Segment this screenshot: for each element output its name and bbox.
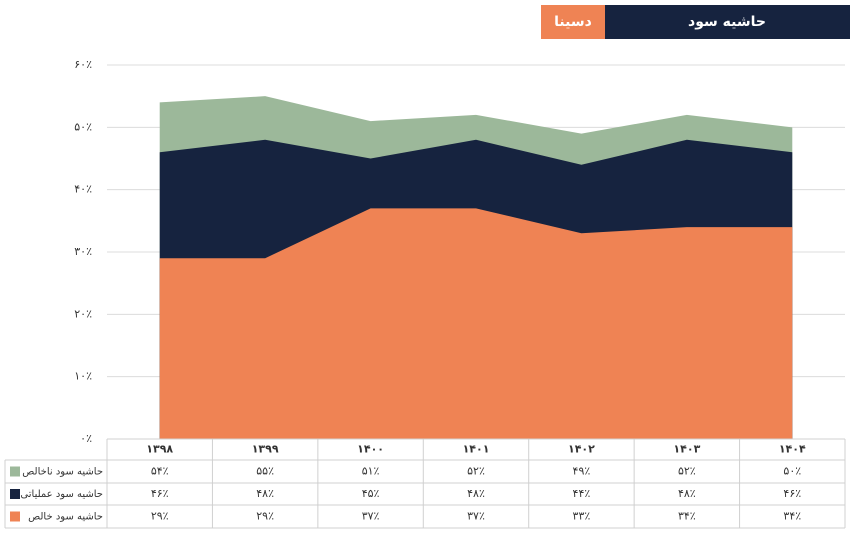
value-label: ۳۷٪ — [362, 510, 380, 523]
legend-label: حاشیه سود ناخالص — [22, 467, 103, 478]
y-tick-label: ۰٪ — [80, 432, 92, 445]
value-label: ۲۹٪ — [256, 510, 274, 523]
legend-swatch — [10, 466, 20, 477]
value-label: ۵۵٪ — [256, 465, 274, 478]
chart-subtitle: دسینا — [554, 14, 592, 30]
value-label: ۳۷٪ — [467, 510, 485, 523]
value-label: ۴۸٪ — [256, 487, 274, 500]
value-label: ۴۶٪ — [151, 487, 169, 500]
x-tick-label: ۱۴۰۳ — [673, 443, 700, 456]
x-tick-label: ۱۴۰۴ — [779, 443, 806, 456]
legend-swatch — [10, 489, 20, 499]
legend-swatch — [10, 511, 20, 522]
value-label: ۵۴٪ — [151, 465, 169, 478]
value-label: ۴۵٪ — [362, 487, 380, 500]
value-label: ۵۲٪ — [467, 465, 485, 478]
y-tick-label: ۴۰٪ — [74, 183, 92, 196]
value-label: ۳۴٪ — [783, 510, 801, 523]
x-tick-label: ۱۴۰۰ — [357, 443, 384, 456]
y-tick-label: ۳۰٪ — [74, 245, 92, 258]
legend-label: حاشیه سود خالص — [28, 512, 103, 523]
value-label: ۳۴٪ — [678, 510, 696, 523]
value-label: ۳۳٪ — [573, 510, 591, 523]
legend-label: حاشیه سود عملیاتی — [20, 489, 103, 500]
x-tick-label: ۱۴۰۲ — [568, 443, 595, 456]
value-label: ۴۹٪ — [573, 465, 591, 478]
y-tick-label: ۲۰٪ — [74, 307, 92, 320]
value-label: ۴۸٪ — [467, 487, 485, 500]
x-tick-label: ۱۳۹۹ — [252, 443, 279, 456]
value-label: ۴۸٪ — [678, 487, 696, 500]
value-label: ۴۶٪ — [783, 487, 801, 500]
subtitle-box — [541, 5, 605, 39]
value-label: ۵۱٪ — [362, 465, 380, 478]
y-tick-label: ۶۰٪ — [74, 58, 92, 71]
title-box — [605, 5, 850, 39]
x-tick-label: ۱۴۰۱ — [463, 443, 490, 456]
value-label: ۵۰٪ — [783, 465, 801, 478]
area — [159, 208, 793, 439]
y-tick-label: ۱۰٪ — [74, 370, 92, 383]
chart-title: حاشیه سود — [688, 14, 766, 30]
x-tick-label: ۱۳۹۸ — [146, 443, 173, 456]
value-label: ۵۲٪ — [678, 465, 696, 478]
y-tick-label: ۵۰٪ — [74, 120, 92, 133]
value-label: ۲۹٪ — [151, 510, 169, 523]
value-label: ۴۴٪ — [573, 487, 591, 500]
